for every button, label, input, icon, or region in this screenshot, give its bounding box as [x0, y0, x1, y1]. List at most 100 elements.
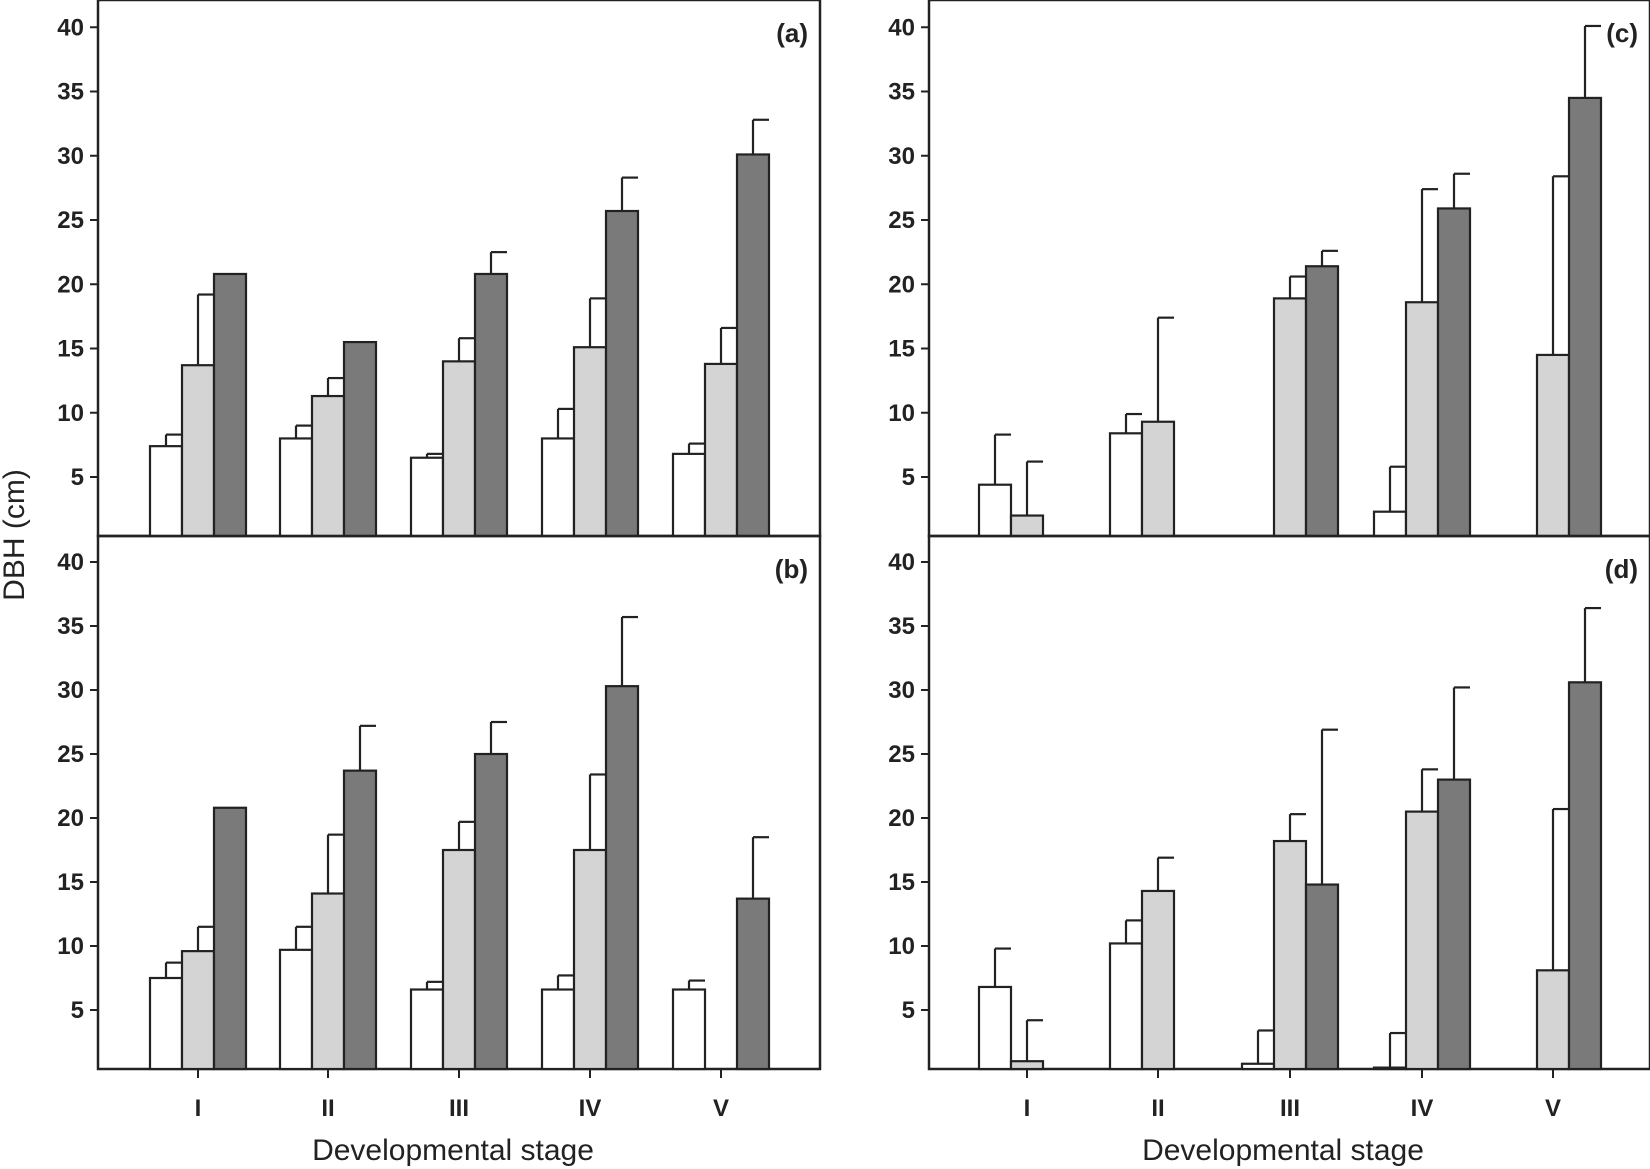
bar — [1404, 810, 1440, 1071]
bar — [977, 985, 1013, 1071]
bar — [310, 394, 346, 538]
bar — [604, 209, 640, 538]
y-tick-label: 15 — [57, 336, 84, 363]
y-tick-label: 15 — [57, 869, 84, 896]
bar — [540, 437, 576, 538]
x-tick-label: III — [1280, 1095, 1300, 1122]
bar — [1272, 297, 1308, 538]
y-tick-label: 25 — [57, 207, 84, 234]
y-tick-label: 15 — [888, 869, 915, 896]
bar — [342, 769, 378, 1071]
bar — [409, 456, 445, 538]
bar — [604, 685, 640, 1071]
y-tick-label: 40 — [888, 549, 915, 576]
y-tick-label: 25 — [888, 741, 915, 768]
y-tick-label: 30 — [57, 143, 84, 170]
bar — [572, 848, 608, 1071]
panel-label: (c) — [1606, 18, 1638, 48]
bar — [441, 848, 477, 1071]
panel-a: 5 10 15 20 25 30 35 40 (a) — [57, 0, 822, 538]
y-tick-label: 20 — [888, 271, 915, 298]
bar — [1009, 1060, 1045, 1071]
bar — [735, 153, 771, 538]
y-tick-label: 35 — [888, 613, 915, 640]
panel-label: (a) — [776, 18, 808, 48]
bar — [735, 897, 771, 1071]
bar — [1108, 942, 1144, 1071]
bar — [1372, 1066, 1408, 1071]
y-tick-label: 40 — [57, 549, 84, 576]
y-tick-label: 40 — [888, 14, 915, 41]
bar — [278, 437, 314, 538]
y-tick-label: 10 — [888, 933, 915, 960]
bar — [148, 976, 184, 1071]
bar — [540, 988, 576, 1071]
bar — [1140, 889, 1176, 1071]
x-tick-label: III — [449, 1095, 469, 1122]
bar — [671, 988, 707, 1071]
x-tick-label: II — [321, 1095, 334, 1122]
bar — [1009, 514, 1045, 538]
y-tick-label: 5 — [902, 997, 915, 1024]
y-tick-label: 15 — [888, 336, 915, 363]
y-tick-label: 35 — [57, 79, 84, 106]
bar — [473, 752, 509, 1071]
bar — [180, 364, 216, 538]
bar — [1567, 681, 1603, 1071]
bar — [1304, 883, 1340, 1071]
bar — [1436, 778, 1472, 1071]
y-tick-label: 25 — [57, 741, 84, 768]
y-tick-label: 35 — [57, 613, 84, 640]
y-tick-label: 5 — [902, 464, 915, 491]
bar — [1404, 301, 1440, 538]
bar — [1436, 207, 1472, 538]
bar — [1304, 265, 1340, 538]
bar — [310, 892, 346, 1071]
x-axis-title-right: Developmental stage — [1142, 1134, 1424, 1167]
y-tick-label: 25 — [888, 207, 915, 234]
bar — [1272, 839, 1308, 1071]
bar — [148, 445, 184, 538]
y-tick-label: 20 — [57, 271, 84, 298]
y-tick-label: 5 — [71, 997, 84, 1024]
y-tick-label: 5 — [71, 464, 84, 491]
bar — [212, 806, 248, 1071]
y-tick-label: 10 — [57, 933, 84, 960]
panel-label: (b) — [775, 554, 808, 584]
y-tick-label: 20 — [57, 805, 84, 832]
bar — [977, 483, 1013, 538]
bar — [1140, 420, 1176, 538]
x-tick-label: IV — [1411, 1095, 1434, 1122]
bar — [1567, 96, 1603, 538]
bar — [1240, 1062, 1276, 1071]
y-tick-label: 40 — [57, 14, 84, 41]
y-tick-label: 30 — [888, 677, 915, 704]
x-tick-label: I — [195, 1095, 202, 1122]
bar — [1535, 969, 1571, 1071]
y-tick-label: 30 — [888, 143, 915, 170]
bar — [278, 948, 314, 1071]
panel-c: 5 10 15 20 25 30 35 40 (c) — [888, 0, 1650, 538]
bar — [212, 272, 248, 538]
x-tick-label: IV — [579, 1095, 602, 1122]
panel-label: (d) — [1605, 554, 1638, 584]
x-tick-label: I — [1024, 1095, 1031, 1122]
y-tick-label: 20 — [888, 805, 915, 832]
y-tick-label: 30 — [57, 677, 84, 704]
x-tick-label: II — [1151, 1095, 1164, 1122]
x-axis-title-left: Developmental stage — [312, 1134, 594, 1167]
bar — [441, 360, 477, 538]
y-tick-label: 35 — [888, 79, 915, 106]
bar — [1535, 353, 1571, 538]
bar — [1372, 510, 1408, 538]
y-tick-label: 10 — [57, 400, 84, 427]
bar — [409, 988, 445, 1071]
y-tick-label: 10 — [888, 400, 915, 427]
x-tick-label: V — [713, 1095, 729, 1122]
bar — [1108, 432, 1144, 538]
bar — [180, 950, 216, 1071]
bar — [703, 362, 739, 538]
